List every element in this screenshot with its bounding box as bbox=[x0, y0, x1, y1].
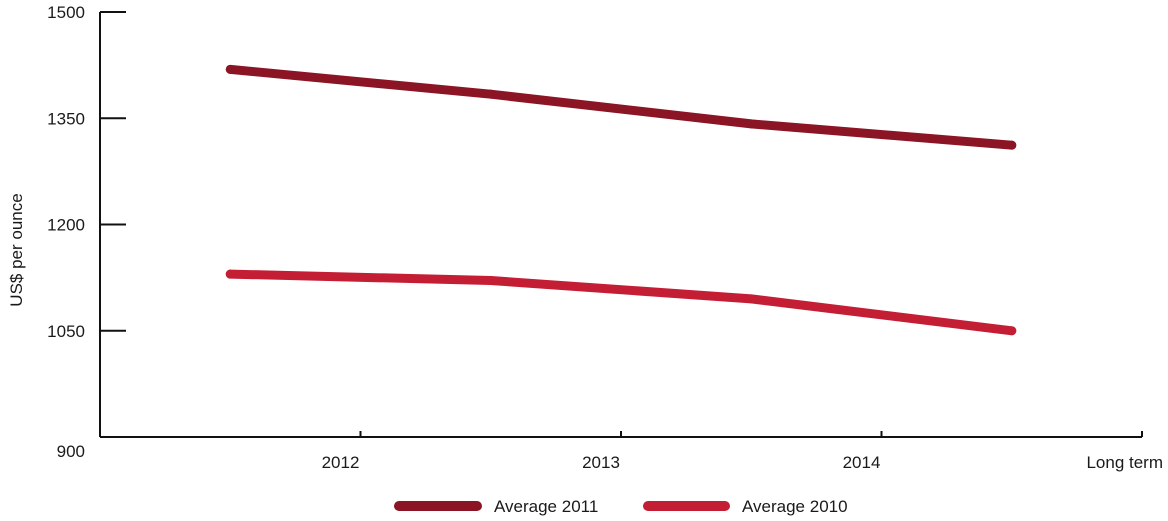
y-tick-label: 1500 bbox=[47, 3, 85, 22]
data-point bbox=[486, 275, 496, 285]
series-line-1 bbox=[225, 64, 1017, 150]
x-ticks: 2012 2013 2014 Long term bbox=[322, 431, 1163, 472]
x-tick-label: Long term bbox=[1086, 453, 1163, 472]
x-tick-label: 2012 bbox=[322, 453, 360, 472]
y-tick-label: 900 bbox=[57, 442, 85, 461]
legend-label: Average 2010 bbox=[742, 497, 848, 516]
legend: Average 2011 Average 2010 bbox=[394, 497, 848, 516]
series-lines bbox=[225, 64, 1017, 336]
data-point bbox=[746, 119, 756, 129]
data-point bbox=[1007, 140, 1017, 150]
y-tick-label: 1350 bbox=[47, 109, 85, 128]
y-axis-title: US$ per ounce bbox=[7, 193, 26, 306]
legend-label: Average 2011 bbox=[494, 497, 598, 516]
data-point bbox=[486, 89, 496, 99]
y-ticks: 900 1050 1200 1350 1500 bbox=[47, 3, 126, 461]
data-point bbox=[225, 269, 235, 279]
series-line-2 bbox=[225, 269, 1017, 336]
x-tick-label: 2014 bbox=[843, 453, 881, 472]
data-point bbox=[225, 64, 235, 74]
data-point bbox=[746, 294, 756, 304]
y-tick-label: 1050 bbox=[47, 322, 85, 341]
data-point bbox=[1007, 326, 1017, 336]
x-tick-label: 2013 bbox=[582, 453, 620, 472]
y-tick-label: 1200 bbox=[47, 216, 85, 235]
